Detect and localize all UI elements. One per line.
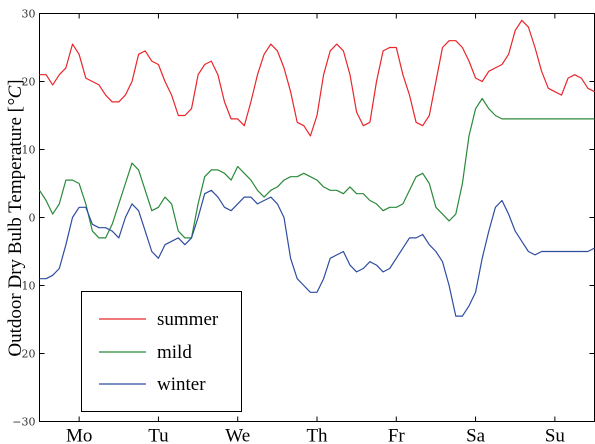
legend-label-winter: winter [157,374,206,395]
series-line-winter [39,189,595,317]
y-tick-label: 10 [22,144,36,157]
x-tick-label: Mo [66,426,92,444]
x-tick-label: We [225,426,250,444]
x-tick-label: Tu [148,426,169,444]
legend: summer mild winter [81,291,242,412]
y-tick-label: −10 [12,280,35,293]
series-layer [38,19,595,317]
y-axis-label-close: ] [5,79,26,85]
legend-label-summer: summer [157,309,219,330]
y-tick-label: 30 [22,8,36,21]
x-axis-ticks: Mo Tu We Th Fr Sa Su [66,13,566,444]
y-tick-label: −20 [12,348,35,361]
x-tick-label: Sa [466,426,486,444]
y-axis-label-unit: °C [5,85,26,106]
y-axis-ticks: −30 −20 −10 0 10 20 30 [12,8,595,429]
y-axis-label: Outdoor Dry Bulb Temperature [°C] [5,79,26,356]
x-tick-label: Su [545,426,566,444]
y-tick-label: 20 [22,76,36,89]
y-axis-label-text: Outdoor Dry Bulb Temperature [ [5,106,26,357]
legend-label-mild: mild [157,342,192,363]
series-line-summer [39,19,595,137]
x-tick-label: Fr [388,426,406,444]
y-tick-label: 0 [29,212,36,225]
x-tick-label: Th [306,426,328,444]
y-tick-label: −30 [12,416,35,429]
series-line-mild [38,97,595,239]
